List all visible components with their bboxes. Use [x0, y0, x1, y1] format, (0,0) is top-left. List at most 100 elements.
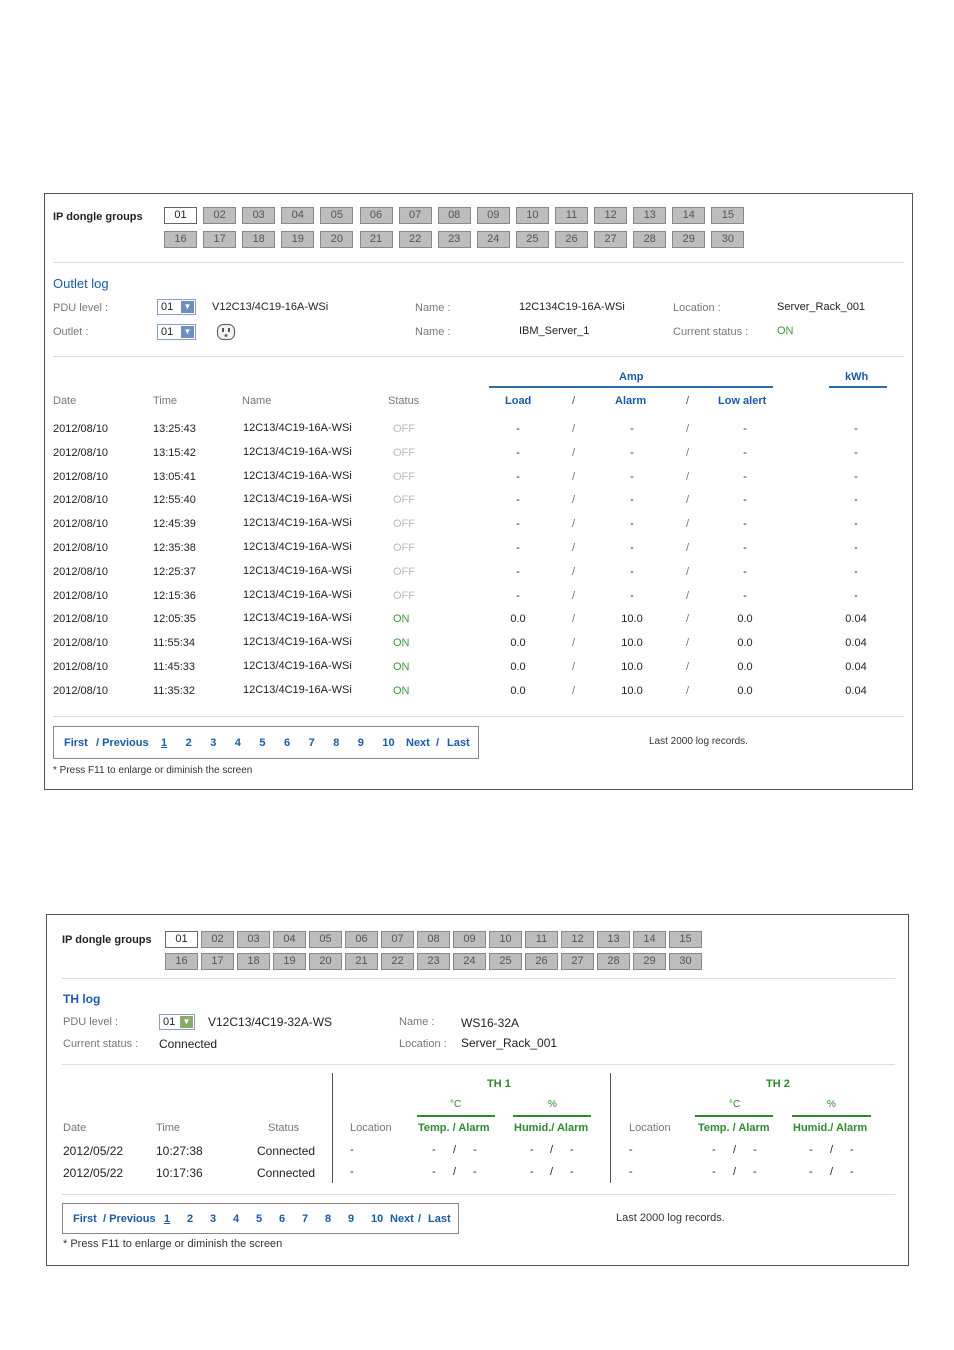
row-alarm: -	[630, 470, 634, 483]
last-page-link[interactable]: Last	[447, 737, 470, 749]
group-button-06[interactable]: 06	[345, 931, 378, 948]
page-link-5[interactable]: 5	[256, 1213, 263, 1225]
page-link-4[interactable]: 4	[233, 1213, 240, 1225]
group-button-20[interactable]: 20	[309, 953, 342, 970]
page-link-6[interactable]: 6	[284, 737, 291, 749]
page-link-7[interactable]: 7	[302, 1213, 309, 1225]
page-link-5[interactable]: 5	[259, 737, 266, 749]
row-status: ON	[393, 684, 410, 697]
group-button-20[interactable]: 20	[320, 231, 354, 248]
group-button-03[interactable]: 03	[242, 207, 276, 224]
group-button-08[interactable]: 08	[417, 931, 450, 948]
group-button-28[interactable]: 28	[597, 953, 630, 970]
group-button-03[interactable]: 03	[237, 931, 270, 948]
group-button-05[interactable]: 05	[320, 207, 354, 224]
page-link-10[interactable]: 10	[382, 737, 395, 749]
group-button-28[interactable]: 28	[633, 231, 667, 248]
divider	[62, 978, 895, 979]
group-button-27[interactable]: 27	[561, 953, 594, 970]
group-button-22[interactable]: 22	[381, 953, 414, 970]
group-button-25[interactable]: 25	[489, 953, 522, 970]
page-link-2[interactable]: 2	[185, 737, 192, 749]
group-button-04[interactable]: 04	[281, 207, 315, 224]
pdu-level-select[interactable]: 01 ▼	[159, 1014, 195, 1030]
first-page-link[interactable]: First	[73, 1213, 97, 1225]
group-button-11[interactable]: 11	[525, 931, 558, 948]
group-button-02[interactable]: 02	[203, 207, 237, 224]
group-button-08[interactable]: 08	[437, 207, 471, 224]
page-link-9[interactable]: 9	[348, 1213, 355, 1225]
group-button-07[interactable]: 07	[398, 207, 432, 224]
page-link-1[interactable]: 1	[161, 737, 168, 749]
row-name: 12C13/4C19-16A-WSi	[243, 517, 352, 530]
group-button-06[interactable]: 06	[359, 207, 393, 224]
previous-page-link[interactable]: / Previous	[96, 737, 149, 749]
group-button-05[interactable]: 05	[309, 931, 342, 948]
page-link-8[interactable]: 8	[325, 1213, 332, 1225]
group-button-29[interactable]: 29	[633, 953, 666, 970]
group-button-15[interactable]: 15	[669, 931, 702, 948]
group-button-01[interactable]: 01	[164, 207, 197, 224]
row-alarm: -	[630, 423, 634, 435]
page-link-9[interactable]: 9	[357, 737, 364, 749]
group-button-02[interactable]: 02	[201, 931, 234, 948]
last-page-link[interactable]: Last	[428, 1213, 451, 1225]
group-button-12[interactable]: 12	[561, 931, 594, 948]
group-button-15[interactable]: 15	[711, 207, 745, 224]
pdu-level-select[interactable]: 01 ▼	[157, 299, 196, 315]
first-page-link[interactable]: First	[64, 737, 88, 749]
group-button-26[interactable]: 26	[525, 953, 558, 970]
group-button-22[interactable]: 22	[398, 231, 432, 248]
page-link-8[interactable]: 8	[333, 737, 340, 749]
group-button-11[interactable]: 11	[555, 207, 588, 224]
page-link-10[interactable]: 10	[371, 1213, 384, 1225]
previous-page-link[interactable]: / Previous	[103, 1213, 156, 1225]
group-button-16[interactable]: 16	[164, 231, 197, 248]
group-button-16[interactable]: 16	[165, 953, 198, 970]
group-button-13[interactable]: 13	[597, 931, 630, 948]
group-button-21[interactable]: 21	[359, 231, 393, 248]
group-button-13[interactable]: 13	[633, 207, 667, 224]
chevron-down-icon: ▼	[181, 301, 194, 313]
group-button-14[interactable]: 14	[633, 931, 666, 948]
group-button-25[interactable]: 25	[515, 231, 549, 248]
next-page-link[interactable]: Next	[406, 737, 430, 749]
group-button-10[interactable]: 10	[515, 207, 549, 224]
group-button-23[interactable]: 23	[437, 231, 471, 248]
group-button-19[interactable]: 19	[273, 953, 306, 970]
page-link-3[interactable]: 3	[210, 737, 217, 749]
group-button-09[interactable]: 09	[476, 207, 510, 224]
group-button-17[interactable]: 17	[203, 231, 237, 248]
group-button-04[interactable]: 04	[273, 931, 306, 948]
group-button-18[interactable]: 18	[237, 953, 270, 970]
page-link-4[interactable]: 4	[234, 737, 241, 749]
group-button-14[interactable]: 14	[672, 207, 706, 224]
page-link-6[interactable]: 6	[279, 1213, 286, 1225]
page-link-1[interactable]: 1	[164, 1213, 171, 1225]
group-button-07[interactable]: 07	[381, 931, 414, 948]
group-button-09[interactable]: 09	[453, 931, 486, 948]
group-button-30[interactable]: 30	[711, 231, 745, 248]
group-button-21[interactable]: 21	[345, 953, 378, 970]
group-button-24[interactable]: 24	[476, 231, 510, 248]
group-button-26[interactable]: 26	[555, 231, 588, 248]
group-button-12[interactable]: 12	[594, 207, 628, 224]
group-button-01[interactable]: 01	[165, 931, 198, 948]
group-button-10[interactable]: 10	[489, 931, 522, 948]
group-button-30[interactable]: 30	[669, 953, 702, 970]
group-button-18[interactable]: 18	[242, 231, 276, 248]
next-page-link[interactable]: Next	[390, 1213, 414, 1225]
group-button-23[interactable]: 23	[417, 953, 450, 970]
current-status-value: Connected	[159, 1037, 218, 1051]
page-link-7[interactable]: 7	[308, 737, 315, 749]
outlet-select[interactable]: 01 ▼	[157, 324, 196, 340]
group-button-27[interactable]: 27	[594, 231, 628, 248]
page-link-2[interactable]: 2	[187, 1213, 194, 1225]
group-button-24[interactable]: 24	[453, 953, 486, 970]
group-button-29[interactable]: 29	[672, 231, 706, 248]
group-button-17[interactable]: 17	[201, 953, 234, 970]
row-sep: /	[686, 494, 690, 507]
group-button-19[interactable]: 19	[281, 231, 315, 248]
row-sep: /	[572, 684, 576, 697]
page-link-3[interactable]: 3	[210, 1213, 217, 1225]
